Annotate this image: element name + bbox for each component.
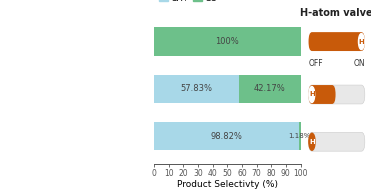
X-axis label: Product Selectivty (%): Product Selectivty (%) <box>177 180 278 189</box>
Text: ON: ON <box>353 59 365 68</box>
Bar <box>239 75 301 103</box>
Text: 100%: 100% <box>215 37 239 46</box>
Bar <box>154 122 299 150</box>
Legend: CH₄, CO: CH₄, CO <box>155 0 221 7</box>
Text: H: H <box>358 39 364 45</box>
Text: H: H <box>309 91 315 98</box>
Text: H: H <box>309 139 315 145</box>
Circle shape <box>309 86 315 102</box>
Text: H-atom valve: H-atom valve <box>301 8 371 18</box>
Bar <box>154 75 239 103</box>
FancyBboxPatch shape <box>309 132 365 151</box>
FancyBboxPatch shape <box>309 85 335 104</box>
FancyBboxPatch shape <box>309 85 365 104</box>
Text: OFF: OFF <box>309 59 323 68</box>
FancyBboxPatch shape <box>309 32 365 51</box>
Text: 42.17%: 42.17% <box>254 84 286 93</box>
Text: 1.18%: 1.18% <box>289 133 311 139</box>
Circle shape <box>309 133 315 150</box>
Circle shape <box>358 34 364 50</box>
Text: 57.83%: 57.83% <box>180 84 212 93</box>
Bar <box>299 122 301 150</box>
Bar <box>154 27 301 56</box>
Text: 98.82%: 98.82% <box>210 132 242 141</box>
